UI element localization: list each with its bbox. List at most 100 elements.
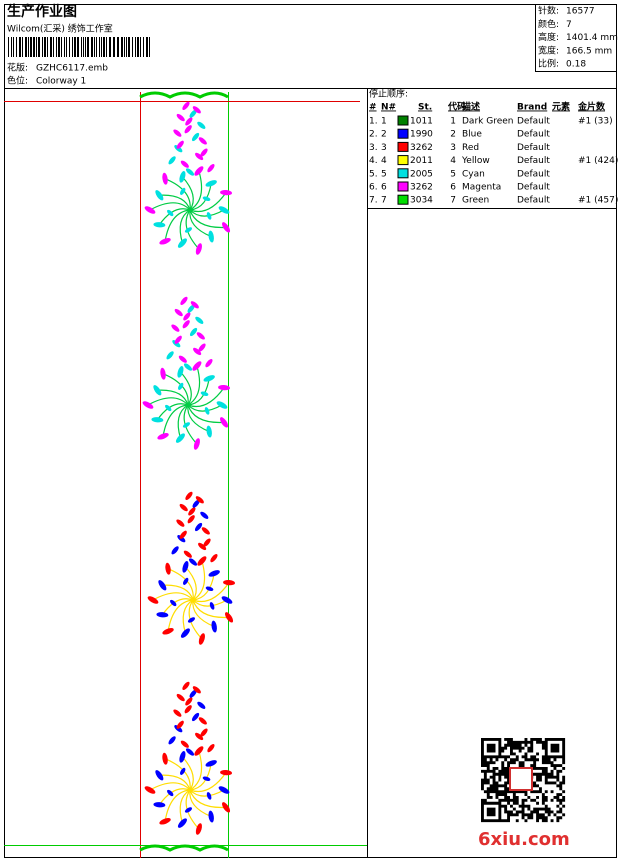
- plume-petal: [185, 168, 195, 176]
- plume-petal: [189, 109, 197, 118]
- plume-petal: [182, 320, 190, 329]
- petal: [209, 602, 215, 610]
- plume-petal: [176, 720, 184, 729]
- color-swatch: [397, 115, 409, 126]
- petal: [195, 823, 202, 835]
- row-seq: 2.: [369, 130, 378, 140]
- plume-petal: [195, 152, 204, 161]
- column-header: St.: [418, 103, 432, 113]
- plume-petal: [176, 113, 185, 122]
- plume-petal: [200, 728, 208, 737]
- spiral-arm: [158, 208, 191, 226]
- field-label: 花版:: [7, 62, 28, 74]
- spiral-arm: [187, 378, 210, 406]
- petal: [158, 580, 167, 591]
- row-description: Yellow: [461, 156, 490, 166]
- row-needle: 4: [381, 156, 387, 166]
- petal: [220, 417, 229, 428]
- spiral-arm: [181, 756, 194, 791]
- row-stitches: 1011: [410, 117, 433, 127]
- plume-petal: [183, 550, 192, 558]
- spiral-arm: [162, 373, 189, 406]
- column-header: 元素: [552, 101, 570, 113]
- petal: [157, 433, 169, 440]
- spiral-arm: [149, 202, 191, 211]
- row-brand: Default: [517, 196, 550, 206]
- stat-value: 7: [566, 20, 572, 30]
- petal: [202, 196, 211, 202]
- petal: [216, 401, 228, 409]
- plume-petal: [193, 347, 202, 356]
- row-needle: 1: [381, 117, 387, 127]
- qr-logo: [509, 767, 533, 791]
- spiral-arm: [192, 599, 228, 607]
- row-code: 6: [450, 183, 456, 193]
- plume-petal: [179, 503, 188, 512]
- plume-petal: [180, 296, 188, 305]
- row-seq: 5.: [369, 169, 378, 179]
- plume-petal: [203, 538, 211, 547]
- color-swatch: [397, 194, 409, 205]
- plume-petal: [198, 717, 207, 725]
- plume-petal: [166, 351, 174, 360]
- row-description: Dark Green: [462, 117, 513, 127]
- plume-petal: [184, 125, 192, 134]
- plume-petal: [197, 121, 206, 129]
- spiral-arm: [189, 789, 212, 818]
- spiral-arm: [189, 170, 203, 211]
- plume-petal: [197, 701, 206, 709]
- petal: [203, 375, 215, 382]
- petal: [155, 190, 164, 201]
- petal: [147, 596, 159, 604]
- row-description: Magenta: [462, 183, 501, 193]
- spiral-arm: [189, 789, 225, 797]
- spiral-arm: [181, 176, 194, 211]
- spiral-arm: [187, 404, 210, 433]
- petal: [178, 382, 184, 390]
- petal: [221, 596, 233, 604]
- spiral-arm: [164, 758, 191, 791]
- spiral-arm: [185, 789, 200, 830]
- color-swatch: [397, 141, 409, 152]
- petal: [159, 818, 171, 825]
- plume-petal: [207, 744, 215, 753]
- plume-petal: [198, 343, 206, 352]
- spiral-arm: [192, 560, 206, 601]
- petal: [165, 562, 171, 575]
- petal: [220, 770, 233, 776]
- petal: [218, 206, 230, 214]
- row-stitches: 3034: [410, 196, 433, 206]
- plume-petal: [171, 324, 180, 332]
- row-sequins: #1 (424): [578, 156, 618, 166]
- row-seq: 1.: [369, 117, 378, 127]
- petal: [192, 361, 202, 371]
- petal: [184, 807, 193, 813]
- stat-value: 166.5 mm: [566, 46, 612, 56]
- plume-petal: [185, 748, 195, 756]
- plume-petal: [188, 558, 198, 566]
- petal: [142, 401, 154, 409]
- field-value: Colorway 1: [36, 77, 86, 87]
- petal: [177, 818, 187, 828]
- petal: [170, 599, 177, 607]
- petal: [208, 810, 214, 823]
- spiral-arm: [187, 365, 201, 406]
- spiral-arm: [161, 598, 194, 616]
- field-label: 色位:: [7, 75, 28, 87]
- petal: [220, 190, 233, 196]
- row-needle: 6: [381, 183, 387, 193]
- petal: [197, 556, 207, 566]
- row-needle: 7: [381, 196, 387, 206]
- petal: [162, 628, 174, 635]
- petal: [153, 222, 166, 228]
- stat-value: 1401.4 mm: [566, 33, 618, 43]
- color-swatch: [397, 128, 409, 139]
- plume-petal: [171, 546, 179, 555]
- plume-petal: [191, 712, 200, 722]
- plume-petal: [185, 117, 193, 126]
- petal: [194, 166, 204, 176]
- petal: [182, 422, 191, 428]
- plume-petal: [168, 736, 176, 745]
